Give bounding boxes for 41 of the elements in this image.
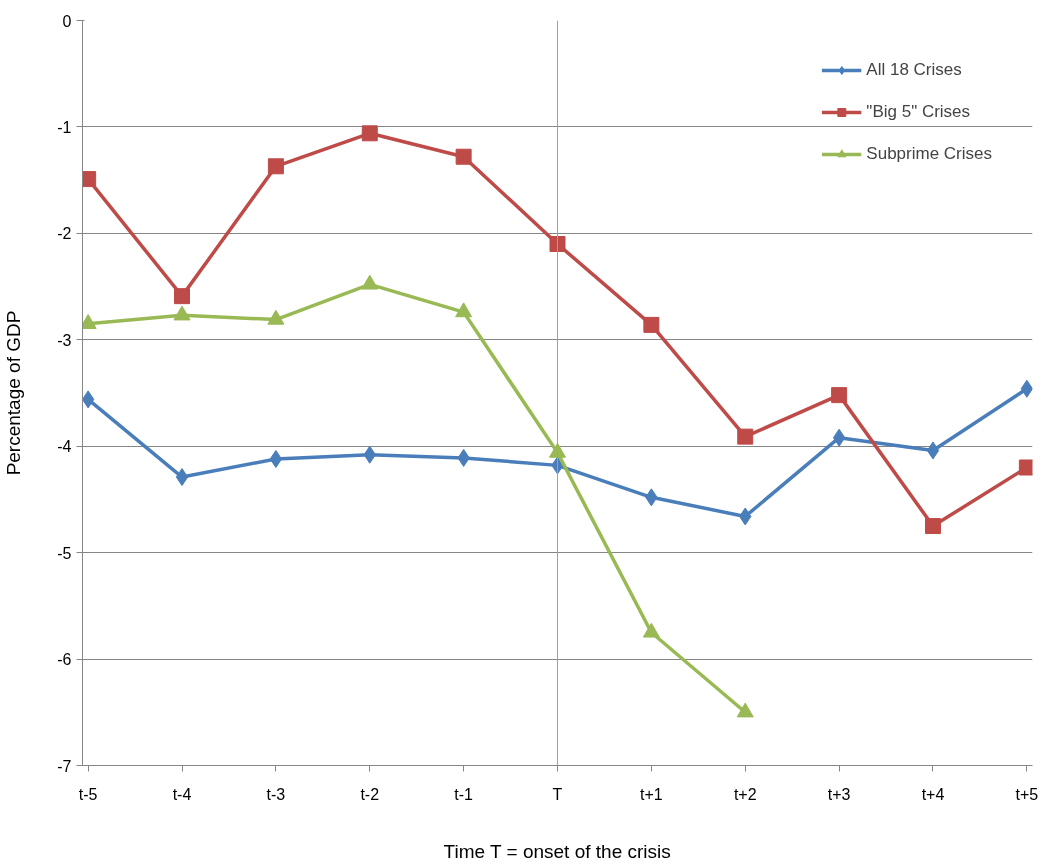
point bbox=[1018, 459, 1033, 476]
point bbox=[269, 449, 283, 468]
point bbox=[736, 702, 754, 718]
x-tick-label: t-5 bbox=[78, 785, 98, 803]
x-axis-title: Time T = onset of the crisis bbox=[443, 840, 671, 862]
x-tick-label: t-4 bbox=[172, 785, 192, 803]
point bbox=[267, 158, 284, 175]
y-axis-title: Percentage of GDP bbox=[3, 310, 25, 476]
y-tick-label: -4 bbox=[57, 438, 72, 456]
point bbox=[832, 428, 846, 447]
y-tick-label: 0 bbox=[62, 12, 72, 30]
point bbox=[926, 441, 940, 460]
x-tick-label: t+1 bbox=[640, 785, 663, 803]
legend-label: Subprime Crises bbox=[866, 144, 992, 164]
point bbox=[174, 288, 191, 305]
point bbox=[549, 236, 566, 252]
y-tick-label: -5 bbox=[57, 544, 72, 562]
x-tick-label: t+5 bbox=[1015, 785, 1039, 803]
y-tick-label: -2 bbox=[57, 225, 72, 243]
point bbox=[831, 387, 848, 404]
point bbox=[924, 518, 941, 535]
x-tick-label: t-3 bbox=[266, 785, 286, 803]
legend-label: "Big 5" Crises bbox=[866, 102, 971, 122]
x-tick-label: t+3 bbox=[827, 785, 851, 803]
point bbox=[82, 171, 97, 188]
point bbox=[175, 468, 189, 487]
x-tick-label: T bbox=[552, 785, 563, 803]
point bbox=[455, 148, 472, 165]
point bbox=[642, 622, 660, 638]
point bbox=[643, 316, 660, 333]
legend-label: All 18 Crises bbox=[866, 60, 962, 80]
x-tick-label: t-2 bbox=[360, 785, 380, 803]
point bbox=[737, 428, 754, 445]
x-tick-label: t-1 bbox=[454, 785, 474, 803]
y-tick-label: -6 bbox=[57, 651, 72, 669]
x-tick-label: t+2 bbox=[733, 785, 757, 803]
y-tick-label: -3 bbox=[57, 331, 72, 349]
point bbox=[361, 125, 378, 142]
y-tick-label: -7 bbox=[57, 757, 72, 775]
y-tick-label: -1 bbox=[57, 118, 72, 136]
x-tick-label: t+4 bbox=[921, 785, 945, 803]
